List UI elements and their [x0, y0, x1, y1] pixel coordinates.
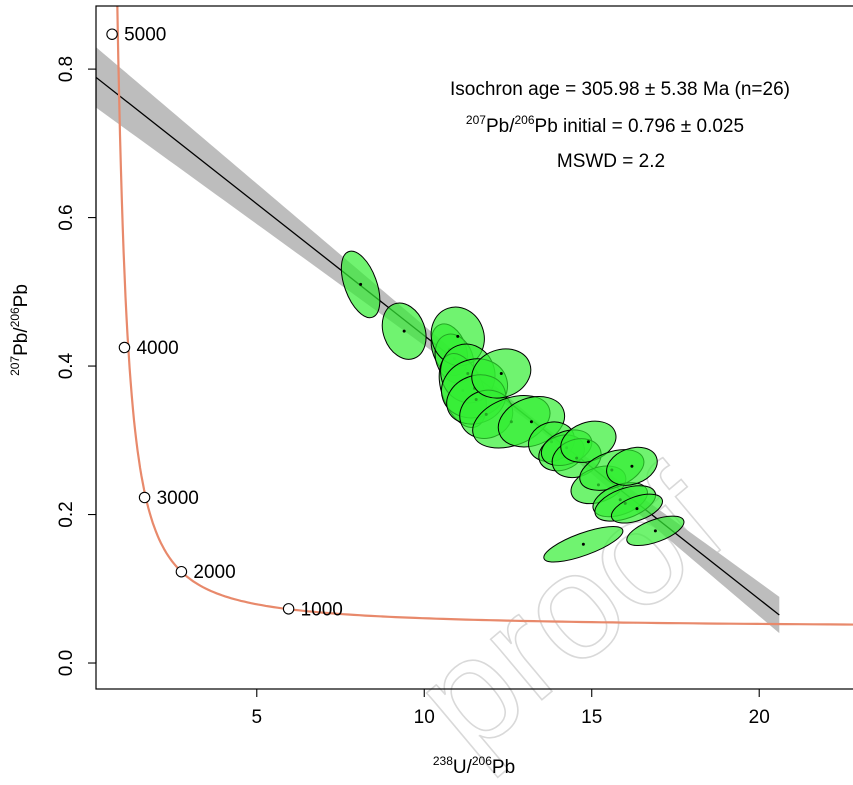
ellipse-center-13: [529, 420, 533, 424]
x-title-part2: Pb: [492, 757, 515, 778]
ellipse-center-11: [499, 371, 503, 375]
age-marker-1000: [282, 603, 295, 615]
y-tick-label-4: 0.8: [56, 56, 77, 82]
age-label-2000: 2000: [193, 562, 235, 583]
ellipse-center-2: [402, 329, 406, 333]
y-title-sup1: 207: [8, 356, 22, 376]
y-tick-label-0: 0.0: [56, 650, 77, 676]
y-tick-label-1: 0.2: [56, 501, 77, 527]
initial-ratio-part1: Pb/: [486, 116, 515, 137]
age-marker-layer: 5000 4000 3000 2000 1000: [106, 25, 343, 620]
age-marker-5000: [106, 28, 118, 40]
ellipse-center-5: [456, 334, 460, 338]
age-marker-2000: [175, 565, 188, 578]
ellipse-center-23: [630, 464, 634, 468]
initial-ratio-label: 207Pb/206Pb initial = 0.796 ± 0.025: [466, 113, 744, 137]
y-title-part1: Pb/: [11, 327, 32, 356]
age-marker-4000: [118, 341, 131, 354]
initial-ratio-sup1: 207: [466, 113, 486, 127]
isochron-age-label: Isochron age = 305.98 ± 5.38 Ma (n=26): [450, 79, 790, 100]
age-label-5000: 5000: [124, 25, 166, 46]
ellipse-center-24: [635, 507, 639, 511]
y-title-part2: Pb: [11, 284, 32, 307]
y-title-sup2: 206: [8, 307, 22, 327]
y-tick-label-2: 0.4: [56, 352, 77, 379]
ellipse-center-26: [653, 529, 657, 533]
concordia-curve-layer: [116, 6, 853, 626]
x-tick-label-20: 20: [749, 707, 770, 728]
watermark-text: proof: [383, 436, 753, 785]
x-tick-label-5: 5: [251, 707, 262, 728]
x-tick-label-15: 15: [581, 707, 602, 728]
ellipse-center-18: [586, 440, 590, 444]
concordia-curve: [116, 6, 853, 626]
age-label-3000: 3000: [157, 488, 199, 509]
ellipse-layer: [340, 250, 685, 563]
age-label-1000: 1000: [301, 599, 343, 620]
x-title-part1: U/: [453, 757, 473, 778]
x-title-sup1: 238: [433, 754, 453, 768]
initial-ratio-part2: Pb initial = 0.796 ± 0.025: [535, 116, 745, 137]
ellipse-center-1: [359, 282, 363, 286]
x-axis-title: 238U/206Pb: [433, 754, 515, 778]
y-axis: 0.0 0.2 0.4 0.6 0.8: [56, 56, 97, 676]
mswd-label: MSWD = 2.2: [557, 151, 665, 172]
x-title-sup2: 206: [472, 754, 492, 768]
initial-ratio-sup2: 206: [514, 113, 534, 127]
y-tick-label-3: 0.6: [56, 204, 77, 230]
ellipse-center-25: [581, 542, 585, 546]
y-axis-title: 207Pb/206Pb: [8, 284, 32, 376]
age-label-4000: 4000: [136, 338, 178, 359]
x-tick-label-10: 10: [414, 707, 435, 728]
x-axis: 5 10 15 20: [251, 688, 770, 728]
age-marker-3000: [138, 491, 151, 504]
